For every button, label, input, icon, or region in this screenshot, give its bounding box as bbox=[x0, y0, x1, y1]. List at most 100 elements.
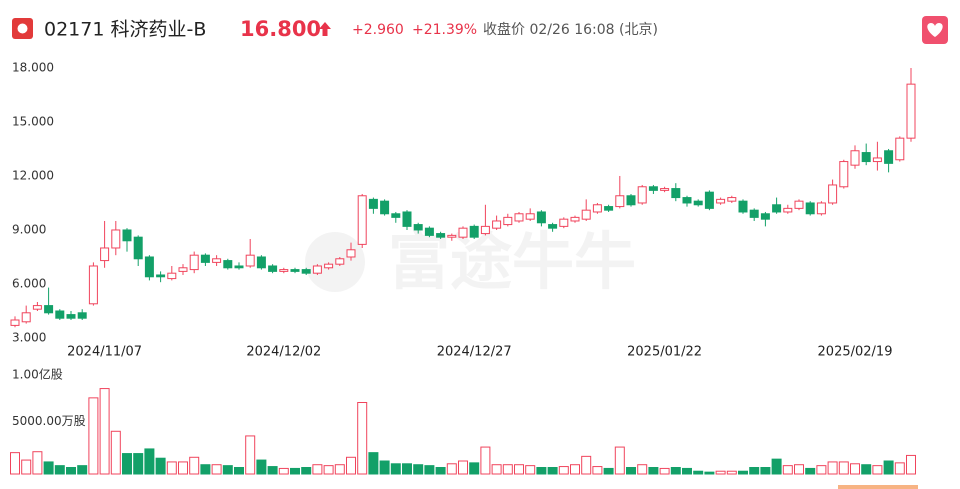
volume-bar bbox=[256, 459, 267, 475]
candle-body bbox=[55, 310, 65, 319]
candle-body bbox=[783, 207, 793, 213]
candle-body bbox=[312, 265, 322, 274]
candle-body bbox=[122, 229, 132, 242]
candle-body bbox=[727, 197, 737, 202]
candle-body bbox=[514, 213, 524, 222]
candle-body bbox=[525, 213, 535, 220]
candle-body bbox=[380, 200, 390, 215]
candle-body bbox=[738, 200, 748, 213]
candle-body bbox=[268, 265, 278, 272]
volume-bar bbox=[670, 467, 681, 475]
volume-bar bbox=[144, 448, 155, 475]
candle-body bbox=[671, 188, 681, 199]
candle-body bbox=[492, 220, 502, 229]
y-tick-label: 5000.00万股 bbox=[12, 414, 86, 428]
volume-bar bbox=[402, 463, 412, 475]
x-tick-label: 2024/12/27 bbox=[437, 345, 512, 360]
candle-body bbox=[391, 213, 401, 218]
candle-body bbox=[111, 229, 121, 249]
candle-body bbox=[772, 204, 782, 213]
volume-bar bbox=[648, 467, 659, 475]
volume-bar bbox=[581, 455, 592, 475]
volume-bar bbox=[424, 465, 435, 475]
candle-body bbox=[402, 211, 412, 227]
candle-body bbox=[828, 184, 838, 204]
candle-body bbox=[615, 195, 625, 208]
candle-body bbox=[693, 200, 703, 206]
volume-bar bbox=[435, 467, 446, 475]
volume-bar bbox=[189, 456, 200, 475]
volume-bar bbox=[234, 467, 244, 475]
volume-bar bbox=[715, 470, 726, 475]
candle-body bbox=[133, 236, 143, 260]
candle-body bbox=[100, 247, 110, 262]
candle-body bbox=[21, 312, 31, 323]
volume-bar bbox=[323, 465, 334, 475]
volume-bar bbox=[334, 464, 345, 475]
volume-bar bbox=[547, 467, 558, 475]
volume-bar bbox=[200, 464, 211, 475]
volume-bar bbox=[838, 461, 849, 475]
volume-bar bbox=[592, 466, 603, 475]
candle-body bbox=[144, 256, 154, 278]
candle-body bbox=[469, 225, 479, 238]
volume-bar bbox=[827, 461, 838, 475]
volume-bar bbox=[491, 464, 502, 475]
candle-body bbox=[660, 188, 670, 191]
y-tick-label: 1.00亿股 bbox=[12, 367, 63, 382]
candle-body bbox=[872, 157, 882, 163]
candle-body bbox=[335, 258, 345, 265]
candle-body bbox=[839, 161, 849, 188]
volume-bar bbox=[659, 467, 670, 475]
volume-bar bbox=[626, 467, 636, 475]
candle-body bbox=[256, 256, 266, 269]
candle-body bbox=[760, 213, 770, 220]
candle-body bbox=[290, 269, 300, 272]
volume-bar bbox=[222, 465, 233, 475]
quote-status: 收盘价 02/26 16:08 (北京) bbox=[483, 21, 658, 38]
volume-bar bbox=[558, 466, 569, 475]
candle-body bbox=[637, 186, 647, 204]
volume-bar bbox=[357, 402, 368, 475]
candle-body bbox=[458, 227, 468, 238]
x-tick-label: 2025/01/22 bbox=[627, 345, 702, 360]
volume-bar bbox=[850, 463, 860, 475]
candle-body bbox=[895, 137, 905, 161]
favorite-button[interactable] bbox=[922, 16, 948, 44]
candle-body bbox=[10, 319, 20, 326]
volume-bar bbox=[525, 465, 536, 475]
volume-bar bbox=[10, 452, 20, 475]
volume-bar bbox=[346, 456, 356, 475]
volume-bar bbox=[245, 435, 256, 475]
candle-body bbox=[301, 269, 311, 274]
volume-bar bbox=[413, 464, 424, 475]
candle-body bbox=[536, 211, 546, 224]
volume-bar bbox=[155, 457, 166, 475]
volume-bar bbox=[726, 470, 737, 475]
candle-body bbox=[178, 267, 188, 272]
y-tick-label: 15.000 bbox=[12, 114, 54, 128]
volume-bar bbox=[894, 462, 905, 475]
volume-bar bbox=[760, 467, 771, 475]
candle-body bbox=[548, 224, 558, 229]
candle-body bbox=[716, 198, 726, 204]
candle-body bbox=[212, 258, 222, 263]
watermark-logo bbox=[305, 232, 365, 292]
candle-body bbox=[850, 150, 860, 166]
stock-title: 02171 科济药业-B bbox=[44, 19, 206, 41]
volume-bar bbox=[614, 446, 625, 475]
price-change-pct: +21.39% bbox=[412, 22, 477, 38]
volume-bar bbox=[805, 467, 816, 475]
volume-bar bbox=[637, 464, 648, 475]
candle-body bbox=[200, 254, 210, 263]
volume-bar bbox=[21, 459, 32, 475]
candle-body bbox=[682, 197, 692, 204]
y-tick-label: 3.000 bbox=[12, 331, 46, 345]
volume-bar bbox=[872, 465, 883, 475]
volume-bar bbox=[88, 397, 99, 475]
flag-emblem bbox=[17, 23, 28, 34]
candle-body bbox=[368, 198, 378, 209]
heart-icon[interactable] bbox=[927, 23, 943, 37]
volume-bar bbox=[883, 460, 894, 475]
